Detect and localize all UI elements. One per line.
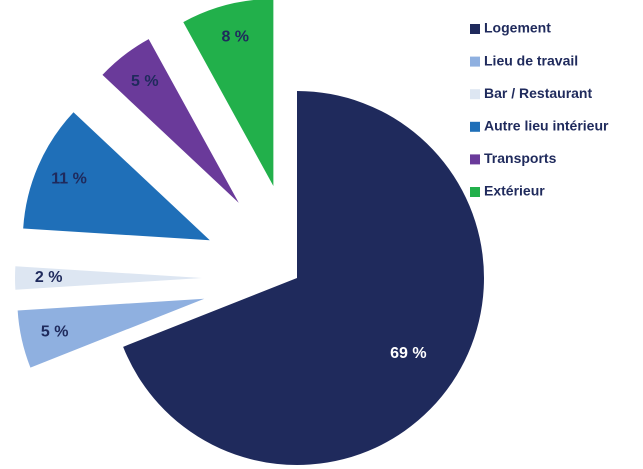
slice-label: 5 % bbox=[41, 323, 69, 340]
slice-label: 2 % bbox=[35, 269, 63, 286]
pie-slice bbox=[183, 0, 274, 186]
pie-slice bbox=[102, 39, 239, 203]
slice-label: 69 % bbox=[390, 345, 426, 362]
slice-label: 11 % bbox=[51, 171, 87, 188]
pie-slice bbox=[17, 298, 205, 368]
legend-label: Extérieur bbox=[484, 183, 545, 199]
legend-label: Autre lieu intérieur bbox=[484, 118, 609, 134]
legend-label: Transports bbox=[484, 150, 557, 166]
pie-slice bbox=[123, 91, 484, 466]
legend-swatch bbox=[470, 121, 480, 132]
legend-swatch bbox=[470, 89, 480, 100]
pie-slice bbox=[23, 112, 210, 241]
legend-swatch bbox=[470, 154, 480, 165]
pie-slice bbox=[14, 266, 202, 290]
slice-label: 5 % bbox=[131, 73, 159, 90]
legend-label: Bar / Restaurant bbox=[484, 85, 592, 101]
slice-label: 8 % bbox=[221, 29, 249, 46]
legend-swatch bbox=[470, 56, 480, 67]
legend-swatch bbox=[470, 24, 480, 34]
legend-swatch bbox=[470, 187, 480, 197]
legend-label: Logement bbox=[484, 20, 551, 36]
legend-label: Lieu de travail bbox=[484, 52, 578, 68]
